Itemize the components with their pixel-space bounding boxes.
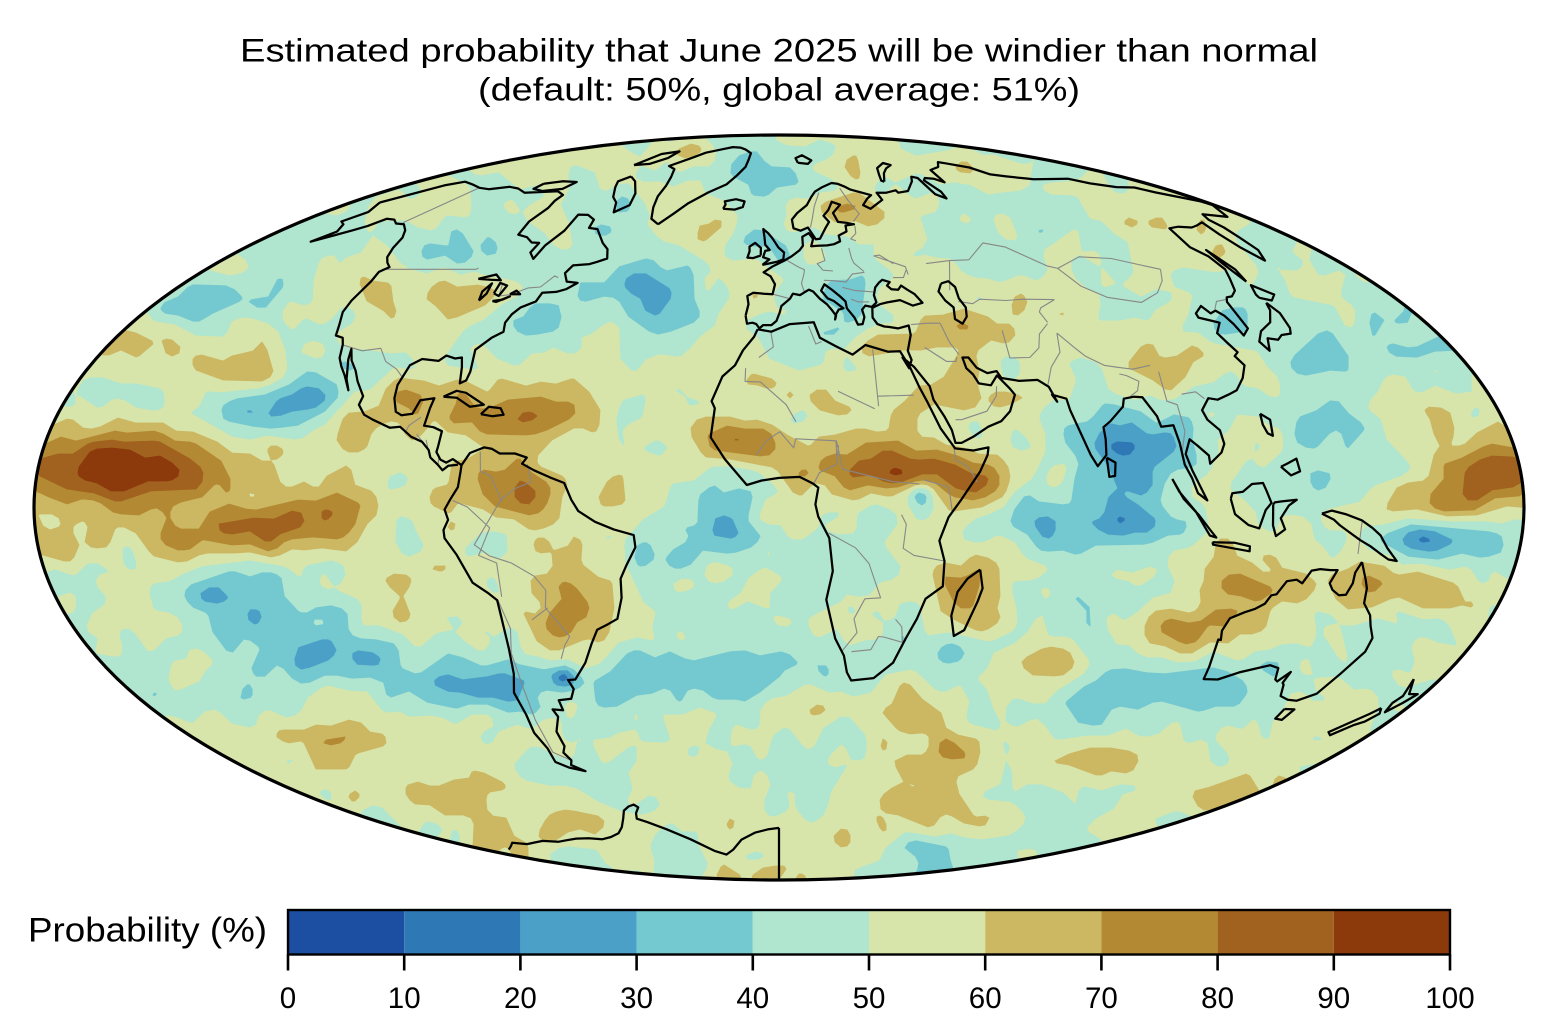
svg-text:10: 10 xyxy=(388,982,421,1015)
svg-text:80: 80 xyxy=(1201,982,1234,1015)
svg-text:Probability (%): Probability (%) xyxy=(28,912,267,950)
svg-text:30: 30 xyxy=(620,982,653,1015)
svg-text:60: 60 xyxy=(969,982,1002,1015)
svg-text:0: 0 xyxy=(280,982,296,1015)
svg-text:90: 90 xyxy=(1317,982,1350,1015)
svg-text:20: 20 xyxy=(504,982,537,1015)
svg-text:Estimated probability that Jun: Estimated probability that June 2025 wil… xyxy=(240,33,1318,69)
svg-text:50: 50 xyxy=(853,982,886,1015)
svg-text:(default: 50%, global average:: (default: 50%, global average: 51%) xyxy=(478,72,1080,108)
svg-text:70: 70 xyxy=(1085,982,1118,1015)
svg-text:40: 40 xyxy=(736,982,769,1015)
svg-text:100: 100 xyxy=(1425,982,1474,1015)
